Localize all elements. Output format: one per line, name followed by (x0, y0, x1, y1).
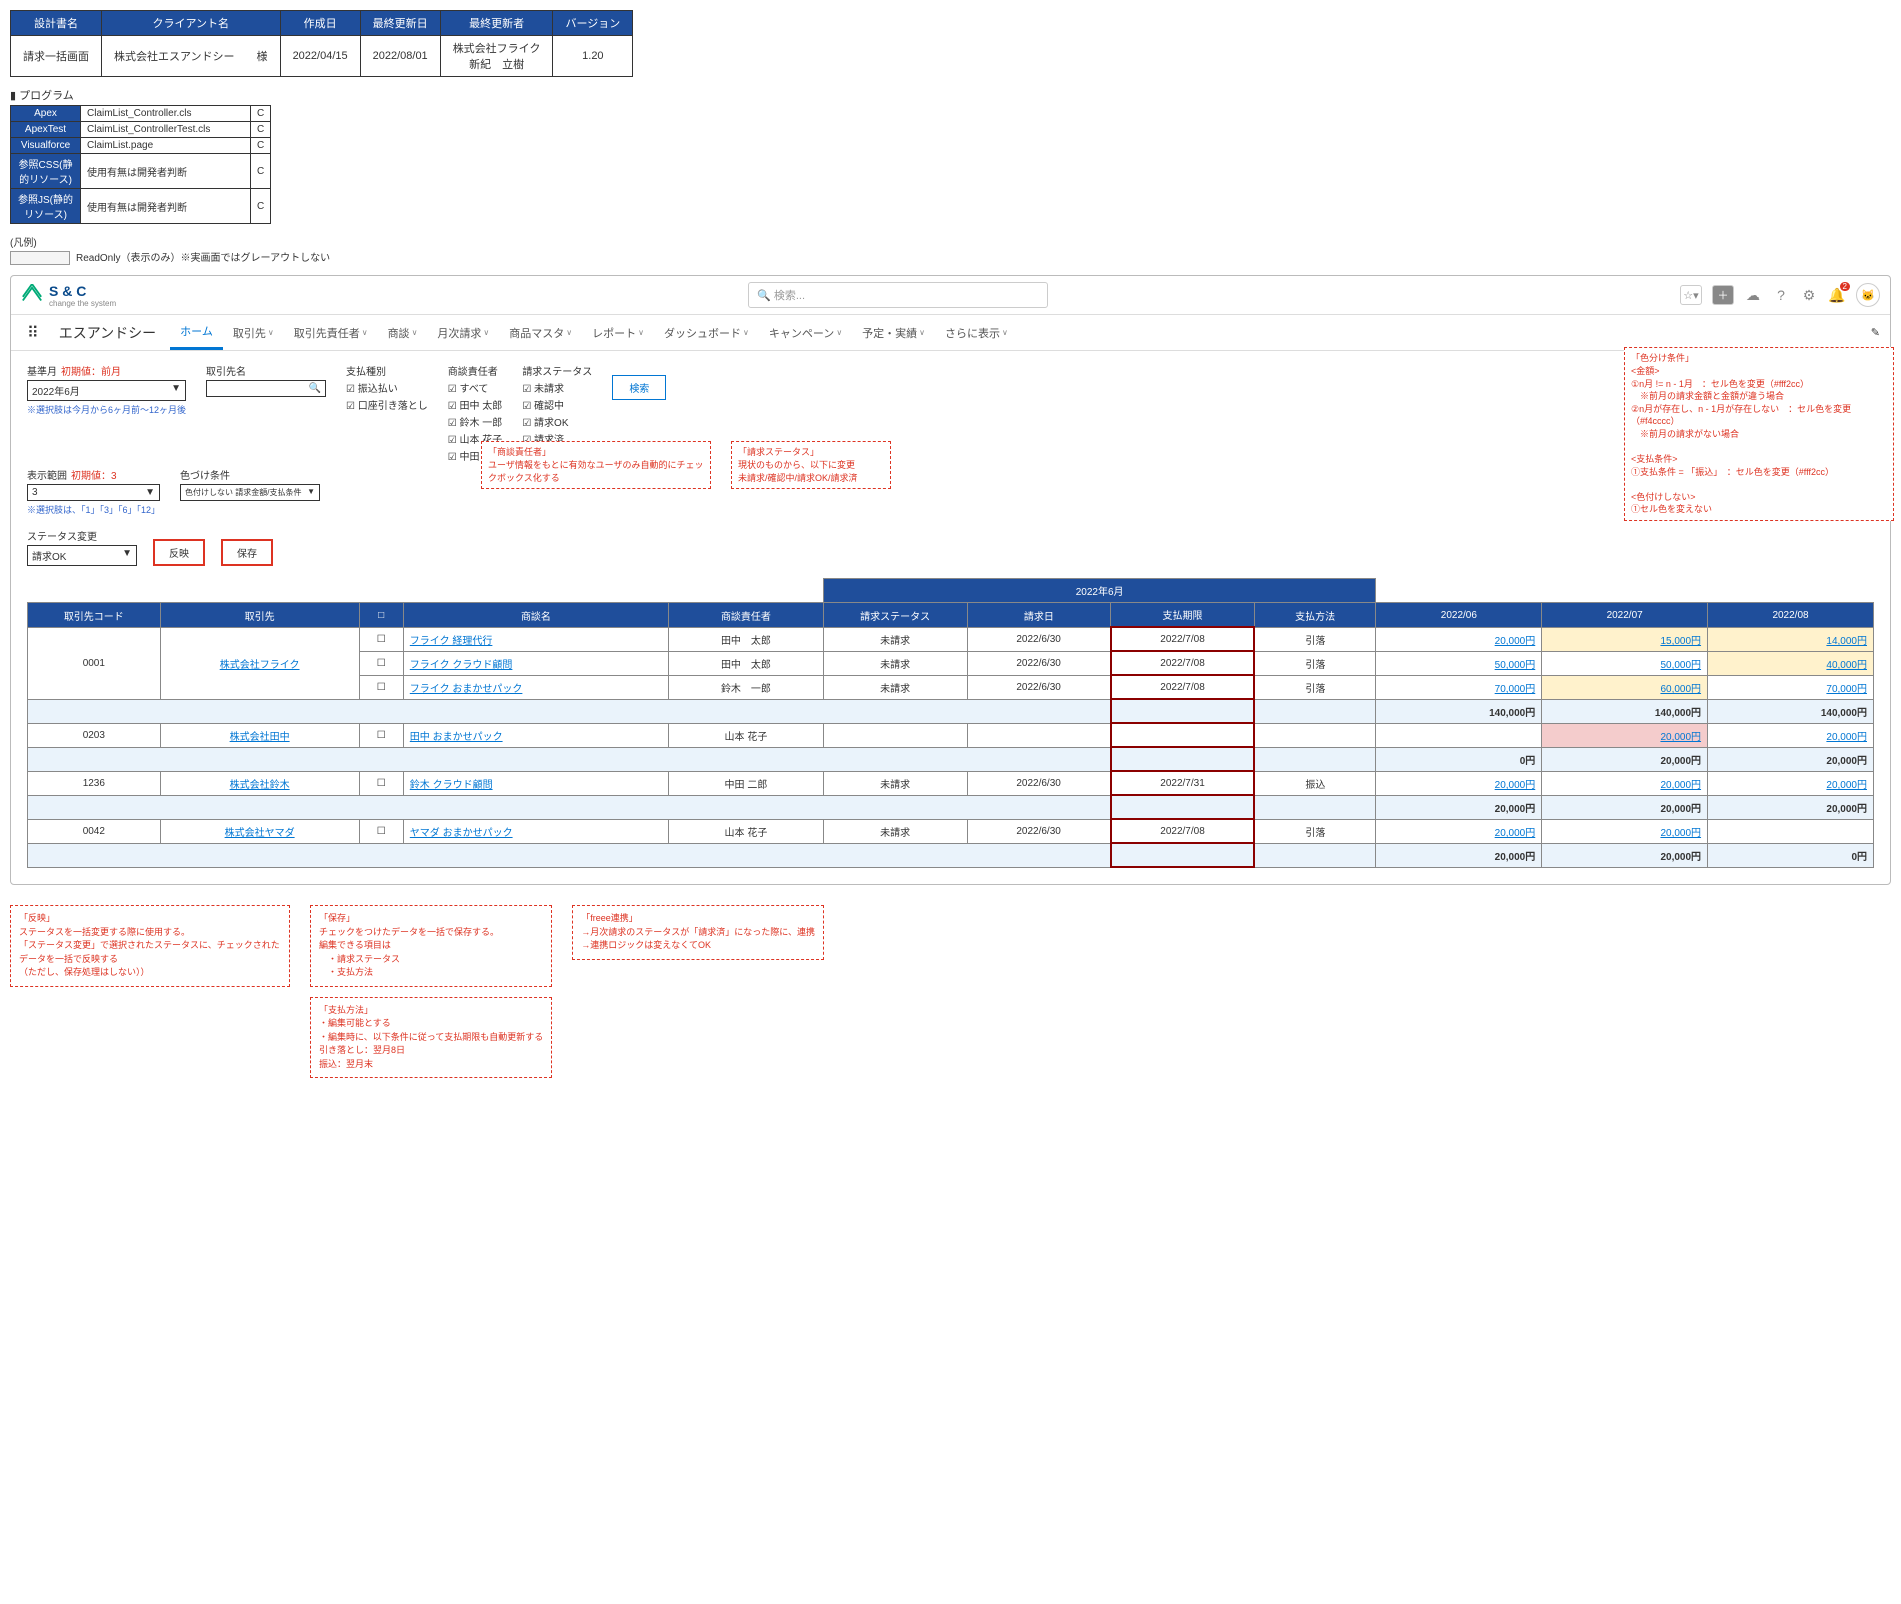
global-search[interactable]: 🔍 検索... (748, 282, 1048, 308)
app-launcher-icon[interactable]: ⠿ (21, 317, 45, 349)
nav-item[interactable]: 月次請求 ∨ (427, 315, 499, 350)
legend: (凡例) ReadOnly（表示のみ）※実画面ではグレーアウトしない (10, 234, 1891, 265)
note-freee: 「freee連携」 →月次請求のステータスが「請求済」になった際に、連携 →連携… (572, 905, 824, 960)
note-pay: 「支払方法」 ・編集可能とする ・編集時に、以下条件に従って支払期限も自動更新す… (310, 997, 552, 1079)
search-button[interactable]: 検索 (612, 375, 666, 400)
base-month-select[interactable]: 2022年6月▼ (27, 380, 186, 401)
note-color: 「色分け条件」 <金額> ①n月 != n - 1月 ：セル色を変更（#fff2… (1624, 347, 1894, 521)
nav-item[interactable]: ダッシュボード ∨ (654, 315, 759, 350)
bottom-notes: 「反映」 ステータスを一括変更する際に使用する。 「ステータス変更」で選択された… (10, 905, 1891, 1078)
account-input[interactable]: 🔍 (206, 380, 326, 397)
nav-item[interactable]: 商品マスタ ∨ (499, 315, 582, 350)
note-owner: 「商談責任者」 ユーザ情報をもとに有効なユーザのみ自動的にチェックボックス化する (481, 441, 711, 489)
nav-item[interactable]: 予定・実績 ∨ (852, 315, 935, 350)
nav-item[interactable]: 取引先 ∨ (223, 315, 284, 350)
program-table: ApexClaimList_Controller.clsCApexTestCla… (10, 105, 271, 224)
save-button[interactable]: 保存 (221, 539, 273, 566)
note-save: 「保存」 チェックをつけたデータを一括で保存する。 編集できる項目は ・請求ステ… (310, 905, 552, 987)
avatar[interactable]: 🐱 (1856, 283, 1880, 307)
cloud-icon[interactable]: ☁ (1744, 286, 1762, 304)
nav-item[interactable]: キャンペーン ∨ (759, 315, 852, 350)
bell-icon[interactable]: 🔔2 (1828, 286, 1846, 304)
reflect-button[interactable]: 反映 (153, 539, 205, 566)
nav-item[interactable]: ホーム (170, 315, 223, 350)
nav-item[interactable]: 商談 ∨ (378, 315, 428, 350)
help-icon[interactable]: ? (1772, 286, 1790, 304)
note-reflect: 「反映」 ステータスを一括変更する際に使用する。 「ステータス変更」で選択された… (10, 905, 290, 987)
gear-icon[interactable]: ⚙ (1800, 286, 1818, 304)
logo: S & C change the system (21, 283, 116, 308)
star-icon[interactable]: ☆▾ (1680, 285, 1702, 305)
note-status: 「請求ステータス」 現状のものから、以下に変更 未請求/確認中/請求OK/請求済 (731, 441, 891, 489)
plus-icon[interactable]: ＋ (1712, 285, 1734, 305)
nav-item[interactable]: 取引先責任者 ∨ (284, 315, 378, 350)
filter-area: 基準月初期値：前月 2022年6月▼ ※選択肢は今月から6ヶ月前～12ヶ月後 取… (11, 351, 1890, 578)
nav-item[interactable]: レポート ∨ (582, 315, 654, 350)
app-frame: S & C change the system 🔍 検索... ☆▾ ＋ ☁ ?… (10, 275, 1891, 885)
status-change-select[interactable]: 請求OK▼ (27, 545, 137, 566)
app-header: S & C change the system 🔍 検索... ☆▾ ＋ ☁ ?… (11, 276, 1890, 315)
color-cond-select[interactable]: 色付けしない 請求金額/支払条件▼ (180, 484, 320, 501)
claim-table: 2022年6月 取引先コード取引先□商談名商談責任者請求ステータス請求日支払期限… (27, 578, 1874, 868)
disp-range-select[interactable]: 3▼ (27, 484, 160, 501)
edit-icon[interactable]: ✎ (1871, 326, 1880, 339)
program-section-label: プログラム (10, 87, 1891, 103)
app-name: エスアンドシー (49, 323, 166, 343)
nav: ⠿ エスアンドシー ホーム取引先 ∨取引先責任者 ∨商談 ∨月次請求 ∨商品マス… (11, 315, 1890, 351)
nav-item[interactable]: さらに表示 ∨ (935, 315, 1018, 350)
spec-table: 設計書名クライアント名作成日最終更新日最終更新者バージョン 請求一括画面株式会社… (10, 10, 633, 77)
